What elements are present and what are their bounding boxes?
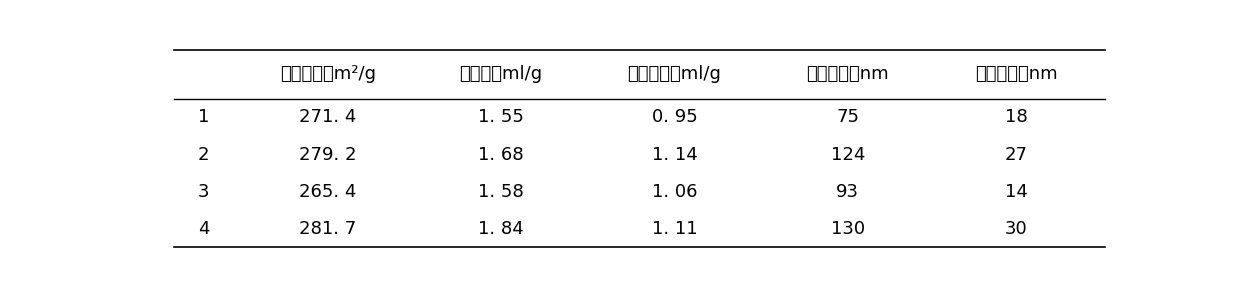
Text: 1. 58: 1. 58 <box>478 183 524 201</box>
Text: 271. 4: 271. 4 <box>299 109 357 126</box>
Text: 大孔孔容，ml/g: 大孔孔容，ml/g <box>627 65 721 84</box>
Text: 1: 1 <box>198 109 209 126</box>
Text: 265. 4: 265. 4 <box>299 183 357 201</box>
Text: 总孔容，ml/g: 总孔容，ml/g <box>460 65 543 84</box>
Text: 1. 11: 1. 11 <box>652 220 698 238</box>
Text: 介孔孔径，nm: 介孔孔径，nm <box>975 65 1058 84</box>
Text: 14: 14 <box>1005 183 1028 201</box>
Text: 4: 4 <box>198 220 209 238</box>
Text: 1. 68: 1. 68 <box>478 146 524 164</box>
Text: 18: 18 <box>1005 109 1027 126</box>
Text: 30: 30 <box>1005 220 1027 238</box>
Text: 1. 84: 1. 84 <box>478 220 524 238</box>
Text: 1. 55: 1. 55 <box>478 109 524 126</box>
Text: 1. 14: 1. 14 <box>652 146 698 164</box>
Text: 27: 27 <box>1005 146 1028 164</box>
Text: 比表面积，m²/g: 比表面积，m²/g <box>280 65 375 84</box>
Text: 75: 75 <box>836 109 860 126</box>
Text: 281. 7: 281. 7 <box>299 220 357 238</box>
Text: 0. 95: 0. 95 <box>652 109 698 126</box>
Text: 1. 06: 1. 06 <box>652 183 698 201</box>
Text: 279. 2: 279. 2 <box>299 146 357 164</box>
Text: 3: 3 <box>198 183 209 201</box>
Text: 大孔孔径，nm: 大孔孔径，nm <box>807 65 890 84</box>
Text: 124: 124 <box>830 146 865 164</box>
Text: 130: 130 <box>831 220 865 238</box>
Text: 93: 93 <box>836 183 860 201</box>
Text: 2: 2 <box>198 146 209 164</box>
